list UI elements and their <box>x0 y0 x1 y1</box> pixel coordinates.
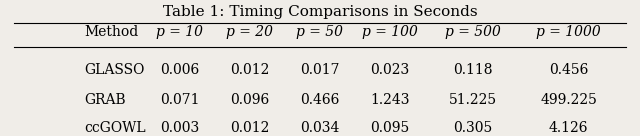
Text: 0.095: 0.095 <box>371 121 410 135</box>
Text: 499.225: 499.225 <box>540 93 597 107</box>
Text: 0.096: 0.096 <box>230 93 269 107</box>
Text: ccGOWL: ccGOWL <box>84 121 146 135</box>
Text: p = 500: p = 500 <box>445 25 501 39</box>
Text: 1.243: 1.243 <box>371 93 410 107</box>
Text: GLASSO: GLASSO <box>84 63 145 77</box>
Text: 0.012: 0.012 <box>230 63 269 77</box>
Text: 0.456: 0.456 <box>549 63 588 77</box>
Text: 0.305: 0.305 <box>453 121 493 135</box>
Text: 0.012: 0.012 <box>230 121 269 135</box>
Text: GRAB: GRAB <box>84 93 126 107</box>
Text: 0.071: 0.071 <box>160 93 200 107</box>
Text: 4.126: 4.126 <box>548 121 588 135</box>
Text: 51.225: 51.225 <box>449 93 497 107</box>
Text: 0.466: 0.466 <box>300 93 340 107</box>
Text: 0.023: 0.023 <box>371 63 410 77</box>
Text: 0.003: 0.003 <box>160 121 200 135</box>
Text: p = 1000: p = 1000 <box>536 25 601 39</box>
Text: p = 20: p = 20 <box>227 25 273 39</box>
Text: p = 50: p = 50 <box>296 25 344 39</box>
Text: p = 10: p = 10 <box>156 25 204 39</box>
Text: Table 1: Timing Comparisons in Seconds: Table 1: Timing Comparisons in Seconds <box>163 5 477 19</box>
Text: Method: Method <box>84 25 138 39</box>
Text: 0.017: 0.017 <box>300 63 340 77</box>
Text: 0.034: 0.034 <box>300 121 340 135</box>
Text: 0.006: 0.006 <box>160 63 200 77</box>
Text: 0.118: 0.118 <box>453 63 493 77</box>
Text: p = 100: p = 100 <box>362 25 418 39</box>
